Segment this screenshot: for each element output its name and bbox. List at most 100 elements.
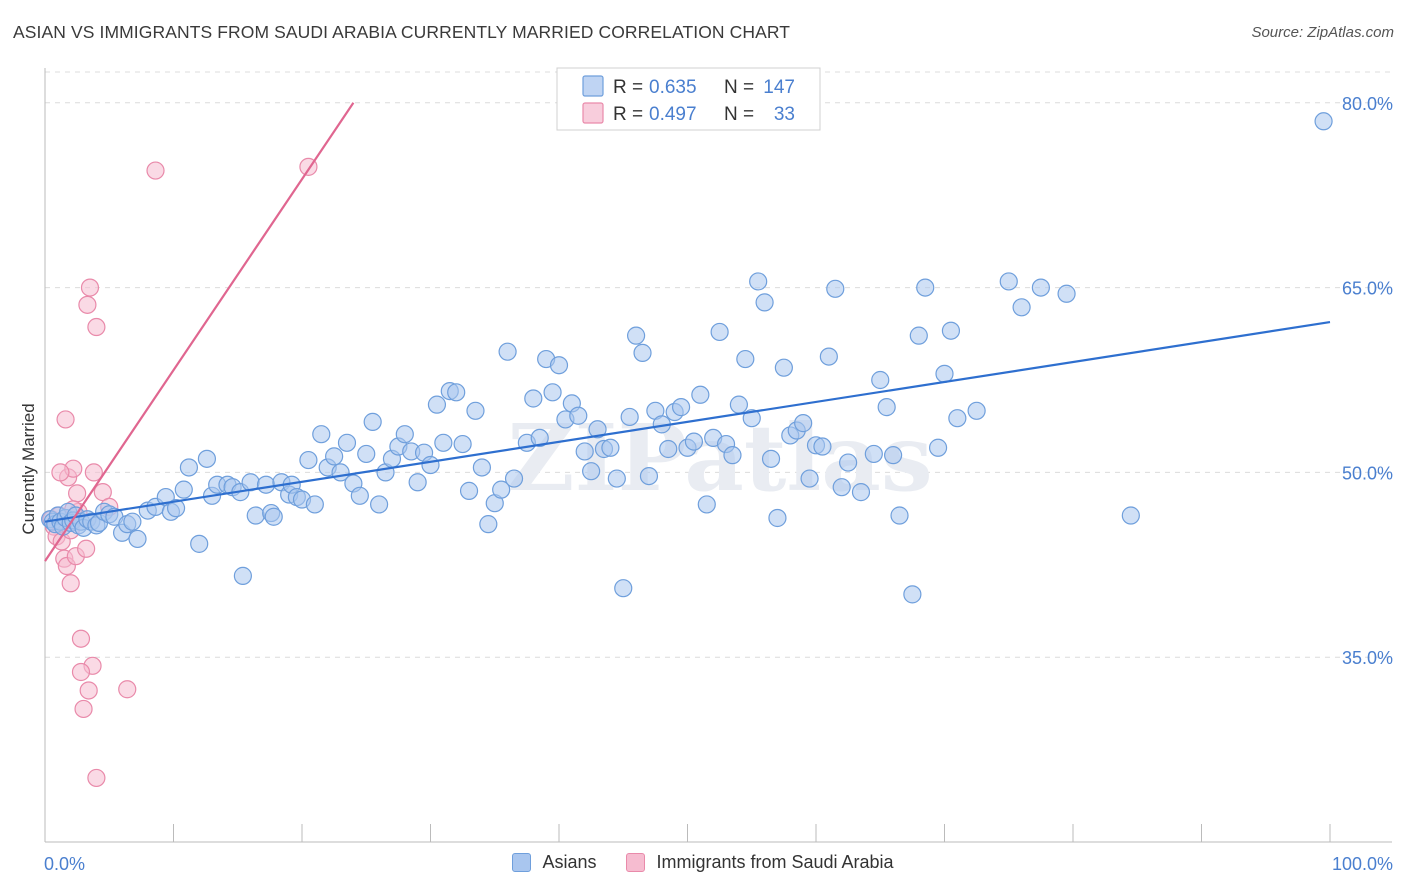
- data-point: [118, 680, 137, 699]
- data-point: [179, 458, 199, 477]
- bottom-legend-asians: Asians: [512, 852, 596, 873]
- data-point: [601, 438, 620, 457]
- data-point: [761, 449, 781, 468]
- data-point: [729, 395, 749, 414]
- data-point: [671, 398, 691, 417]
- data-point: [684, 432, 704, 451]
- tick-labels: 35.0% 50.0% 65.0% 80.0% 0.0% 100.0%: [44, 94, 1393, 874]
- data-point: [408, 473, 427, 492]
- series-asians-points: [41, 112, 1333, 604]
- data-point: [877, 398, 896, 417]
- data-point: [749, 272, 768, 291]
- data-point: [1314, 112, 1333, 131]
- legend-n-value: 147: [763, 77, 795, 98]
- data-point: [146, 161, 165, 180]
- data-point: [839, 453, 858, 472]
- data-point: [434, 433, 453, 452]
- data-point: [459, 481, 479, 500]
- asians-swatch: [512, 853, 532, 872]
- data-point: [710, 322, 729, 342]
- data-point: [395, 425, 414, 444]
- data-point: [530, 428, 549, 448]
- data-point: [427, 395, 447, 414]
- legend-swatch: [582, 102, 604, 124]
- data-point: [492, 480, 511, 499]
- data-point: [800, 469, 819, 488]
- data-point: [447, 383, 466, 402]
- legend-r-label: R =: [613, 77, 643, 98]
- data-point: [246, 506, 265, 525]
- data-point: [87, 768, 106, 788]
- data-point: [614, 579, 633, 598]
- data-point: [742, 409, 761, 428]
- data-point: [582, 462, 601, 481]
- x-tick-label-min: 0.0%: [44, 854, 85, 874]
- data-point: [755, 293, 774, 312]
- data-point: [575, 442, 594, 461]
- data-point: [890, 506, 909, 525]
- data-point: [77, 539, 96, 558]
- data-point: [80, 278, 100, 297]
- data-point: [350, 486, 369, 505]
- legend: R = 0.635 N = 147 R = 0.497 N = 33: [556, 67, 821, 131]
- x-tick-label-max: 100.0%: [1332, 854, 1393, 874]
- data-point: [633, 343, 652, 362]
- y-tick-label: 50.0%: [1342, 463, 1393, 483]
- data-point: [723, 446, 742, 465]
- data-point: [79, 681, 98, 700]
- data-point: [620, 407, 639, 427]
- data-point: [909, 326, 928, 345]
- data-point: [197, 449, 217, 468]
- bottom-legend-saudi: Immigrants from Saudi Arabia: [626, 852, 894, 873]
- legend-n-label: N =: [724, 77, 754, 98]
- saudi-swatch: [626, 853, 646, 872]
- data-point: [588, 420, 607, 439]
- data-point: [549, 356, 569, 375]
- trend-line-blue: [44, 321, 1331, 523]
- data-point: [928, 438, 948, 457]
- data-point: [453, 434, 472, 454]
- data-point: [691, 385, 710, 404]
- data-point: [305, 495, 324, 514]
- data-point: [794, 414, 813, 433]
- data-point: [166, 499, 186, 518]
- legend-r-value: 0.635: [649, 77, 697, 98]
- data-point: [472, 458, 491, 477]
- legend-n-value: 33: [774, 104, 795, 125]
- data-point: [626, 326, 646, 345]
- data-point: [659, 439, 678, 459]
- axes: Currently Married: [19, 68, 1392, 843]
- data-point: [639, 466, 659, 486]
- data-point: [903, 585, 922, 604]
- data-point: [524, 389, 543, 408]
- bottom-legend-asians-label: Asians: [542, 852, 597, 872]
- data-point: [87, 317, 106, 337]
- data-point: [299, 450, 318, 470]
- data-point: [51, 463, 70, 482]
- bottom-legend: Asians Immigrants from Saudi Arabia: [0, 852, 1406, 873]
- data-point: [768, 508, 787, 528]
- data-point: [916, 278, 935, 297]
- data-point: [736, 349, 755, 369]
- y-axis-label: Currently Married: [19, 403, 38, 534]
- data-point: [813, 437, 832, 456]
- data-point: [370, 495, 389, 514]
- data-point: [479, 515, 498, 534]
- data-point: [71, 662, 91, 682]
- data-point: [71, 629, 91, 648]
- data-point: [826, 279, 845, 298]
- data-point: [190, 534, 209, 553]
- legend-r-value: 0.497: [649, 104, 697, 125]
- data-point: [363, 412, 382, 431]
- data-point: [312, 425, 331, 444]
- data-point: [819, 347, 838, 366]
- data-point: [543, 383, 562, 402]
- data-point: [607, 469, 626, 488]
- data-point: [256, 475, 276, 494]
- data-point: [233, 566, 252, 585]
- data-point: [498, 342, 517, 361]
- chart-title: ASIAN VS IMMIGRANTS FROM SAUDI ARABIA CU…: [13, 22, 791, 42]
- data-point: [78, 295, 97, 314]
- data-point: [871, 370, 890, 390]
